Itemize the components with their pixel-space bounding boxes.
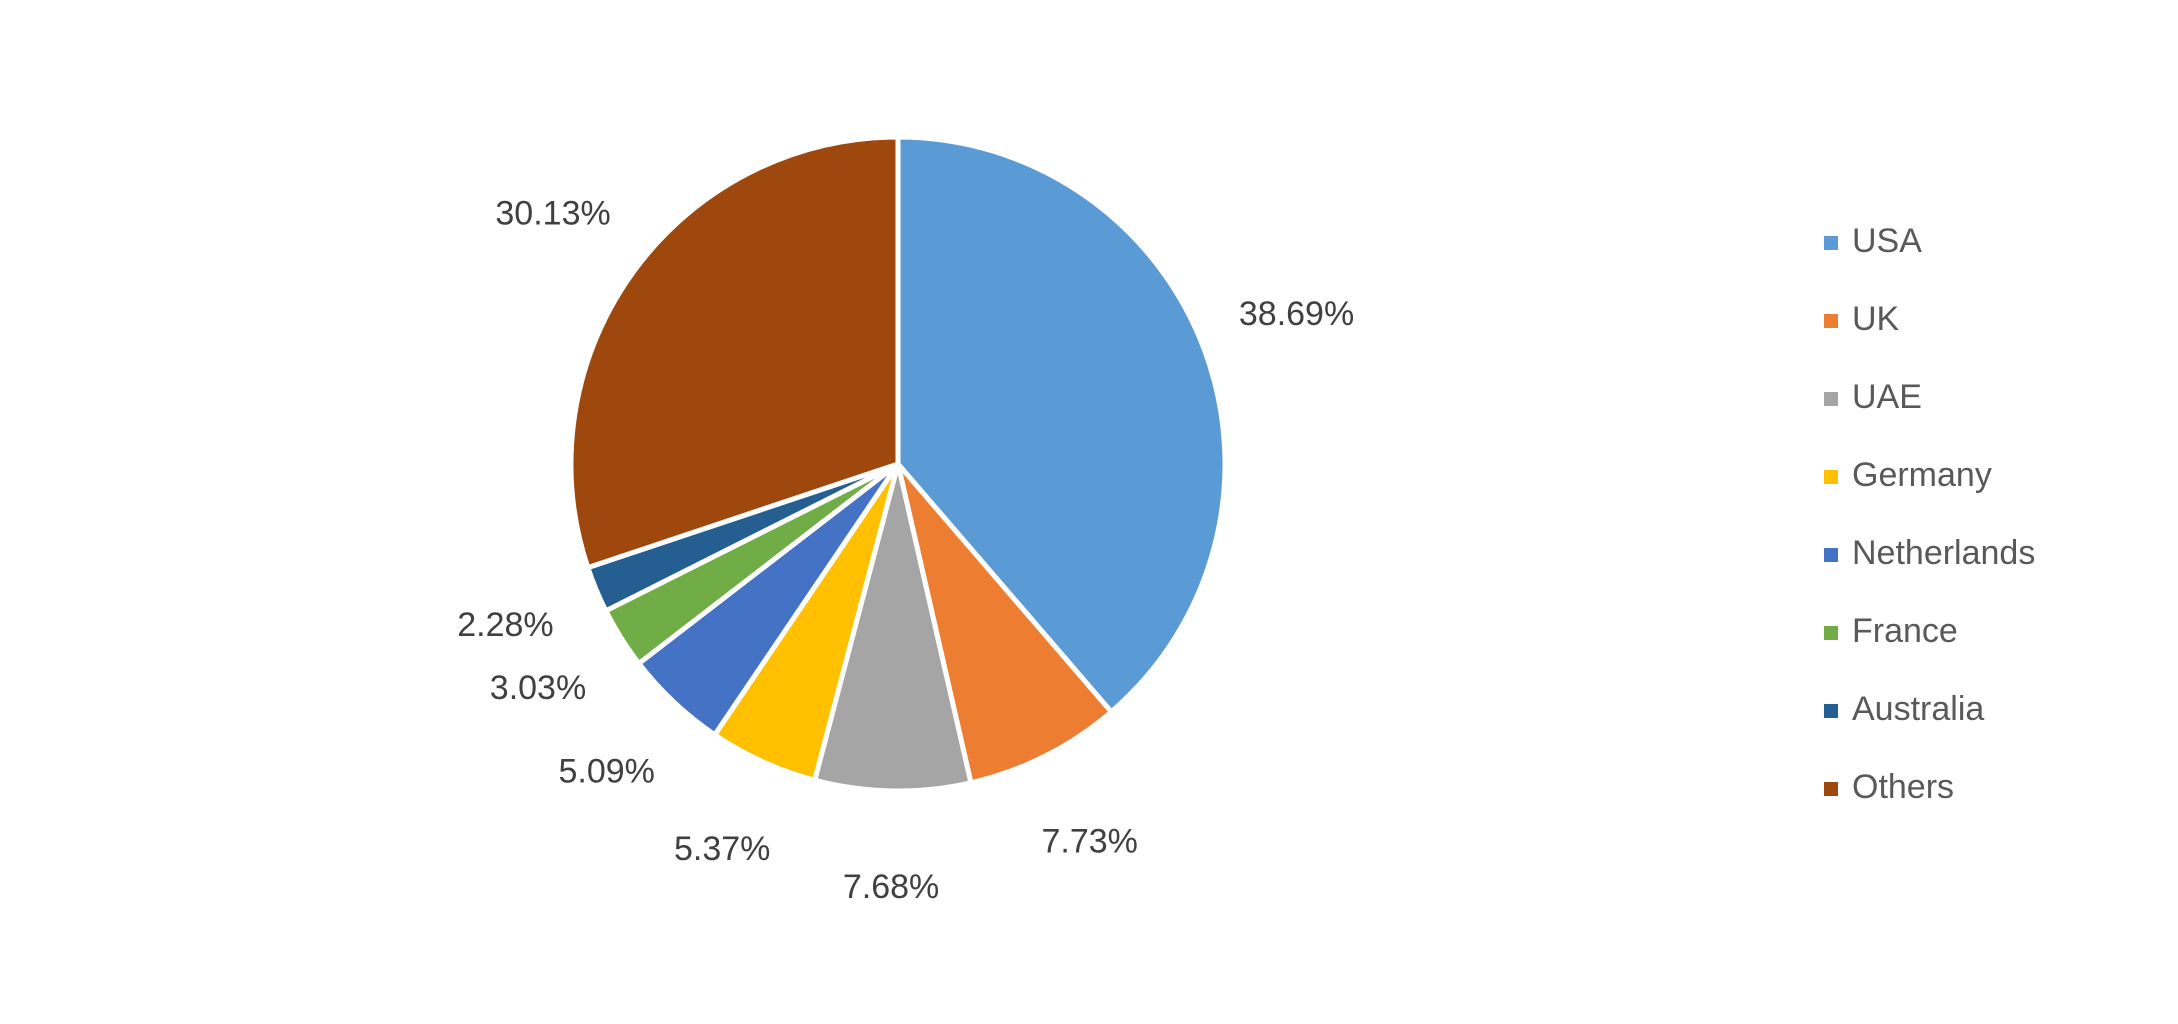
data-label: 5.37% [674, 830, 770, 868]
legend-label: France [1852, 612, 1958, 650]
legend-label: Others [1852, 768, 1954, 806]
data-label: 38.69% [1239, 295, 1354, 333]
legend-label: Australia [1852, 690, 1984, 728]
legend-swatch [1824, 236, 1838, 250]
pie-slice [812, 461, 974, 794]
data-label: 2.28% [457, 606, 553, 644]
legend-label: Germany [1852, 456, 1992, 494]
legend-label: Netherlands [1852, 534, 2035, 572]
data-label: 7.73% [1041, 822, 1137, 860]
data-label: 7.68% [843, 868, 939, 906]
legend-swatch [1824, 704, 1838, 718]
legend-swatch [1824, 470, 1838, 484]
legend-swatch [1824, 548, 1838, 562]
pie-slice [895, 461, 1114, 786]
legend-swatch [1824, 314, 1838, 328]
data-label: 5.09% [559, 753, 655, 791]
pie-slice [568, 134, 901, 571]
data-label: 3.03% [490, 669, 586, 707]
pie-slice [895, 134, 1228, 715]
legend-label: UAE [1852, 378, 1922, 416]
legend-swatch [1824, 626, 1838, 640]
legend-swatch [1824, 392, 1838, 406]
legend-label: UK [1852, 300, 1900, 338]
legend-swatch [1824, 782, 1838, 796]
legend-label: USA [1852, 222, 1922, 260]
data-label: 30.13% [495, 195, 610, 233]
